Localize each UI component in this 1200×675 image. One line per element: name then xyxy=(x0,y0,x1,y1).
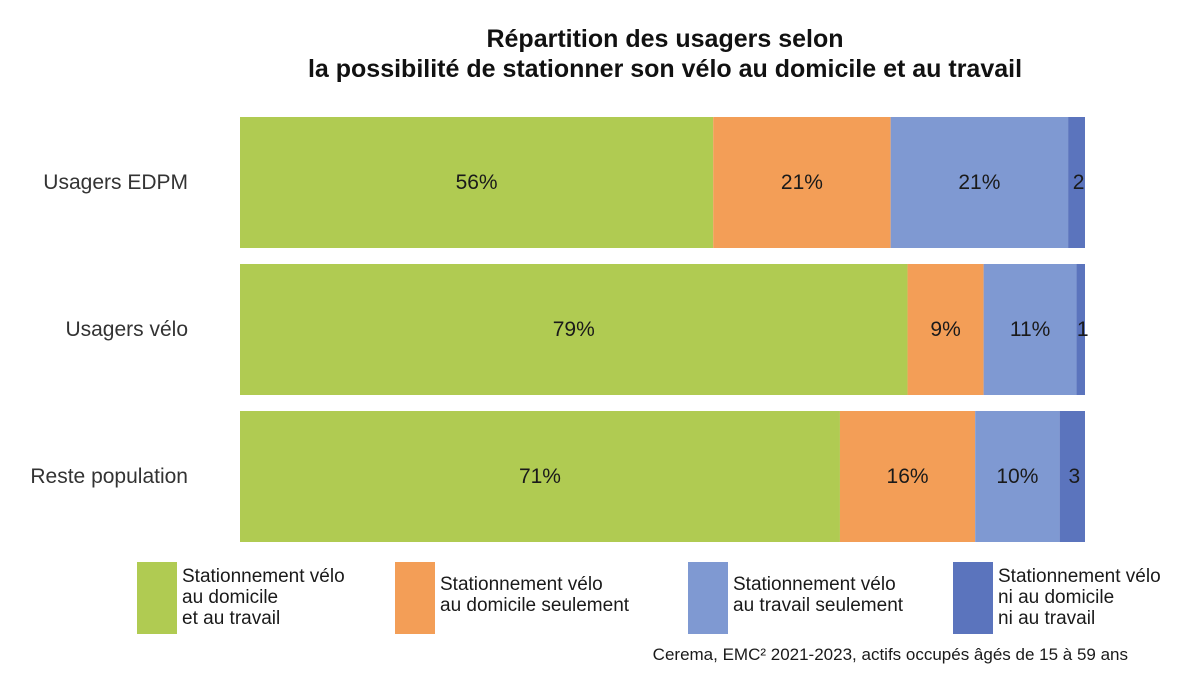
data-label: 9% xyxy=(930,318,960,341)
bar-segment-neither xyxy=(1068,117,1085,248)
legend-label-work-only-line-2: au travail seulement xyxy=(733,595,904,616)
data-label: 71% xyxy=(519,465,561,488)
bar-segment-neither xyxy=(1059,411,1085,542)
legend-label-home-only: Stationnement vélo au domicile seulement xyxy=(440,574,629,616)
category-label: Usagers EDPM xyxy=(43,171,188,194)
data-label: 16% xyxy=(887,465,929,488)
legend-label-home-only-line-1: Stationnement vélo xyxy=(440,574,603,595)
bar-segment-both xyxy=(240,411,840,542)
data-label: 3 xyxy=(1068,465,1080,488)
legend-label-work-only-line-1: Stationnement vélo xyxy=(733,574,896,595)
legend-swatch-home-only xyxy=(395,562,435,634)
legend-label-both: Stationnement vélo au domicile et au tra… xyxy=(182,566,345,629)
bar-segment-both xyxy=(240,117,714,248)
legend-label-neither: Stationnement vélo ni au domicile ni au … xyxy=(998,566,1161,629)
chart-title-line-1: Répartition des usagers selon xyxy=(486,25,844,53)
legend-label-both-line-1: Stationnement vélo xyxy=(182,566,345,587)
chart-title: Répartition des usagers selon la possibi… xyxy=(240,24,1090,84)
bar-segment-work-only xyxy=(983,264,1077,395)
category-label: Reste population xyxy=(30,465,188,488)
data-label: 56% xyxy=(456,171,498,194)
legend-label-neither-line-3: ni au travail xyxy=(998,608,1096,629)
legend-label-neither-line-2: ni au domicile xyxy=(998,587,1115,608)
category-label: Usagers vélo xyxy=(65,318,188,341)
bar-segment-home-only xyxy=(839,411,976,542)
chart-source-note: Cerema, EMC² 2021-2023, actifs occupés â… xyxy=(652,645,1128,664)
data-label: 10% xyxy=(996,465,1038,488)
bar-segment-work-only xyxy=(890,117,1069,248)
bar-segment-neither xyxy=(1076,264,1085,395)
data-label: 11% xyxy=(1010,318,1050,341)
legend-label-neither-line-1: Stationnement vélo xyxy=(998,566,1161,587)
data-label: 21% xyxy=(781,171,823,194)
bar-segment-both xyxy=(240,264,908,395)
legend-label-both-line-2: au domicile xyxy=(182,587,279,608)
data-label: 21% xyxy=(958,171,1000,194)
data-label: 79% xyxy=(553,318,595,341)
legend-label-work-only: Stationnement vélo au travail seulement xyxy=(733,574,903,616)
data-label: 2 xyxy=(1073,171,1085,194)
data-label: 1 xyxy=(1077,318,1089,341)
chart-title-line-2: la possibilité de stationner son vélo au… xyxy=(307,55,1023,83)
legend-swatch-both xyxy=(137,562,177,634)
legend-label-home-only-line-2: au domicile seulement xyxy=(440,595,630,616)
bar-segment-work-only xyxy=(975,411,1060,542)
legend-swatch-work-only xyxy=(688,562,728,634)
legend-swatch-neither xyxy=(953,562,993,634)
bar-segment-home-only xyxy=(907,264,984,395)
legend-label-both-line-3: et au travail xyxy=(182,608,281,629)
bar-segment-home-only xyxy=(713,117,891,248)
